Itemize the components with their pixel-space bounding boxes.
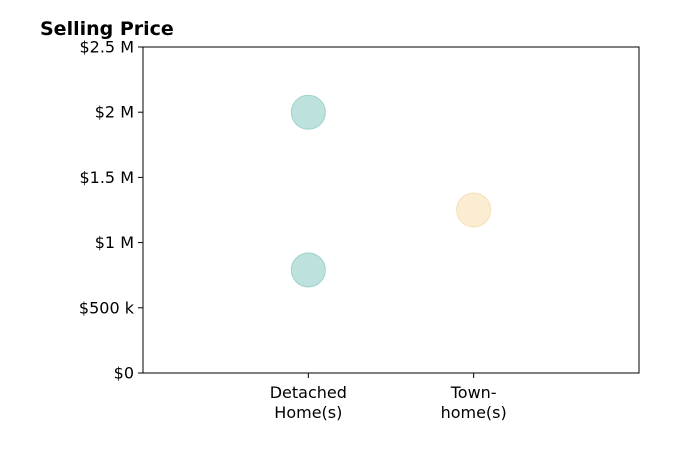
y-tick-label: $1.5 M <box>79 168 134 187</box>
y-axis: $0 $500 k $1 M $1.5 M $2 M $2.5 M <box>79 38 143 383</box>
y-tick-label: $500 k <box>79 298 135 317</box>
x-tick-label: Detached Home(s) <box>270 383 347 422</box>
y-tick-label: $1 M <box>95 233 134 252</box>
x-tick-label-line: Town- <box>450 383 497 402</box>
data-point <box>290 252 326 288</box>
plot-frame <box>142 46 640 374</box>
x-tick-label-line: home(s) <box>441 403 507 422</box>
y-tick-label: $0 <box>114 364 134 383</box>
x-tick-label-line: Detached <box>270 383 347 402</box>
data-point <box>290 94 326 130</box>
data-point <box>456 192 492 228</box>
y-tick-label: $2 M <box>95 103 134 122</box>
x-axis: Detached Home(s) Town-home(s) <box>270 373 507 422</box>
x-tick-label-line: Home(s) <box>274 403 342 422</box>
y-tick-label: $2.5 M <box>79 38 134 57</box>
x-tick-label: Town-home(s) <box>441 383 507 422</box>
chart-title: Selling Price <box>40 18 174 40</box>
data-points <box>290 94 492 288</box>
